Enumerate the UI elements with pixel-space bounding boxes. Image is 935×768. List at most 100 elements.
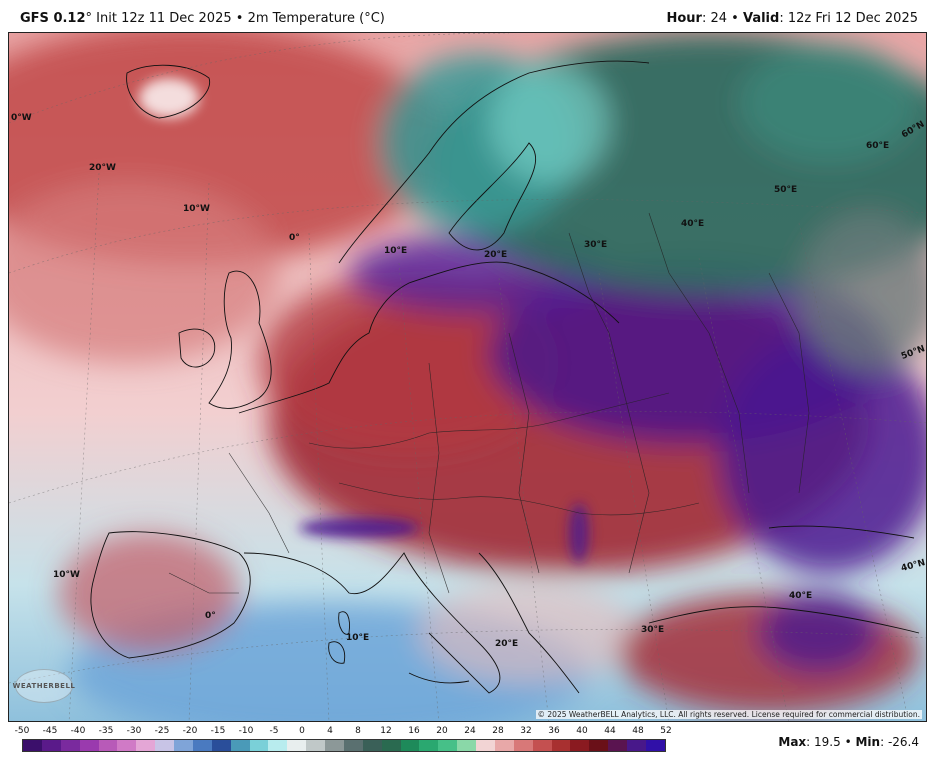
min-value: : -26.4 xyxy=(880,735,919,749)
colorbar-swatch xyxy=(513,740,533,751)
colorbar-swatch xyxy=(41,740,61,751)
max-value: : 19.5 xyxy=(806,735,841,749)
hour-value: : 24 xyxy=(701,11,728,26)
lon-label: 30°E xyxy=(641,625,665,635)
colorbar-swatch xyxy=(306,740,325,751)
colorbar-tick-label: 28 xyxy=(492,726,504,736)
lon-label: 60°E xyxy=(866,141,890,151)
colorbar-swatch xyxy=(174,740,193,751)
colorbar-tick-label: 12 xyxy=(380,726,392,736)
temperature-field xyxy=(9,33,926,721)
init-time: Init 12z 11 Dec 2025 xyxy=(96,11,232,26)
map-title: GFS 0.12° Init 12z 11 Dec 2025 • 2m Temp… xyxy=(20,11,385,26)
colorbar-tick-label: -20 xyxy=(182,726,198,736)
colorbar-tick-label: 20 xyxy=(436,726,448,736)
colorbar-swatch xyxy=(98,740,118,751)
colorbar-swatch xyxy=(362,740,382,751)
colorbar-swatch xyxy=(60,740,80,751)
lon-label: 0° xyxy=(205,611,216,621)
colorbar-swatch xyxy=(400,740,420,751)
colorbar-swatch xyxy=(155,740,174,751)
colorbar-tick-label: -30 xyxy=(126,726,142,736)
colorbar-tick-label: -5 xyxy=(269,726,279,736)
colorbar-tick-label: 8 xyxy=(355,726,361,736)
temperature-colorbar xyxy=(22,739,666,752)
colorbar-swatch xyxy=(136,740,156,751)
colorbar-swatch xyxy=(192,740,212,751)
lon-label: 20°W xyxy=(89,163,116,173)
colorbar-swatch xyxy=(117,740,137,751)
lon-label: 40°E xyxy=(681,219,705,229)
lon-label: 20°E xyxy=(495,639,519,649)
colorbar-tick-label: 32 xyxy=(520,726,532,736)
colorbar-swatch xyxy=(268,740,288,751)
colorbar-swatch xyxy=(551,740,571,751)
colorbar-ticks: -50 -45 -40 -35 -30 -25 -20 -15 -10 -5 0 4 8 12 16 20 24… xyxy=(15,726,672,738)
lon-label: 0°W xyxy=(11,113,32,123)
degree-mark: ° xyxy=(85,11,93,26)
colorbar-tick-label: -10 xyxy=(238,726,254,736)
min-label: Min xyxy=(855,735,881,749)
colorbar-swatch xyxy=(249,740,269,751)
colorbar-tick-label: 36 xyxy=(548,726,560,736)
alpine-cold-spots xyxy=(139,78,589,563)
colorbar-tick-label: 16 xyxy=(408,726,420,736)
lon-label: 10°E xyxy=(384,246,408,256)
colorbar-swatch xyxy=(494,740,514,751)
colorbar-swatch xyxy=(438,740,458,751)
colorbar-tick-label: -45 xyxy=(42,726,58,736)
colorbar-swatch xyxy=(532,740,552,751)
lon-label: 50°E xyxy=(774,185,798,195)
copyright-notice: © 2025 WeatherBELL Analytics, LLC. All r… xyxy=(535,710,922,719)
colorbar-tick-label: 4 xyxy=(327,726,333,736)
lon-label: 10°E xyxy=(346,633,370,643)
colorbar-swatch xyxy=(608,740,627,751)
colorbar-swatch xyxy=(419,740,439,751)
colorbar-tick-label: -35 xyxy=(98,726,114,736)
colorbar-swatch xyxy=(570,740,590,751)
colorbar-swatch xyxy=(325,740,344,751)
lon-label: 30°E xyxy=(584,240,608,250)
valid-label: Valid xyxy=(742,11,780,26)
colorbar-swatch xyxy=(23,740,42,751)
hour-label: Hour xyxy=(666,11,702,26)
colorbar-swatch xyxy=(287,740,307,751)
model-name: GFS 0.12 xyxy=(20,11,86,26)
max-label: Max xyxy=(778,735,807,749)
colorbar-tick-label: 52 xyxy=(660,726,672,736)
lon-label: 10°W xyxy=(53,570,80,580)
colorbar-tick-label: 44 xyxy=(604,726,616,736)
stats-separator: • xyxy=(844,735,852,749)
product-name: 2m Temperature (°C) xyxy=(247,11,385,26)
valid-time-info: Hour: 24 • Valid: 12z Fri 12 Dec 2025 xyxy=(666,11,918,26)
colorbar-tick-label: -25 xyxy=(154,726,170,736)
lon-label: 10°W xyxy=(183,204,210,214)
colorbar-tick-label: -40 xyxy=(70,726,86,736)
weatherbell-logo: WEATHERBELL xyxy=(13,669,75,703)
map-header: GFS 0.12° Init 12z 11 Dec 2025 • 2m Temp… xyxy=(0,0,935,32)
colorbar-swatch xyxy=(476,740,495,751)
colorbar-tick-label: 48 xyxy=(632,726,644,736)
country-borders xyxy=(168,212,810,594)
colorbar-swatch xyxy=(457,740,476,751)
map-canvas xyxy=(9,33,926,721)
colorbar-tick-label: -50 xyxy=(14,726,30,736)
colorbar-swatch xyxy=(79,740,99,751)
temperature-map: 0°W 20°W 10°W 0° 10°E 20°E 30°E 40°E 50°… xyxy=(8,32,927,722)
colorbar-tick-label: 0 xyxy=(299,726,305,736)
colorbar-swatch xyxy=(230,740,250,751)
colorbar-tick-label: 24 xyxy=(464,726,476,736)
colorbar-swatch xyxy=(627,740,646,751)
colorbar-swatch xyxy=(381,740,401,751)
colorbar-swatch xyxy=(645,740,665,751)
lon-label: 0° xyxy=(289,233,300,243)
colorbar-swatch xyxy=(211,740,231,751)
field-stats: Max: 19.5 • Min: -26.4 xyxy=(778,735,919,749)
lon-label: 40°E xyxy=(789,591,813,601)
valid-separator: • xyxy=(731,11,739,26)
valid-value: : 12z Fri 12 Dec 2025 xyxy=(779,11,918,26)
colorbar-swatch xyxy=(589,740,609,751)
title-separator: • xyxy=(235,11,244,26)
colorbar-tick-label: -15 xyxy=(210,726,226,736)
coastlines xyxy=(90,60,920,694)
